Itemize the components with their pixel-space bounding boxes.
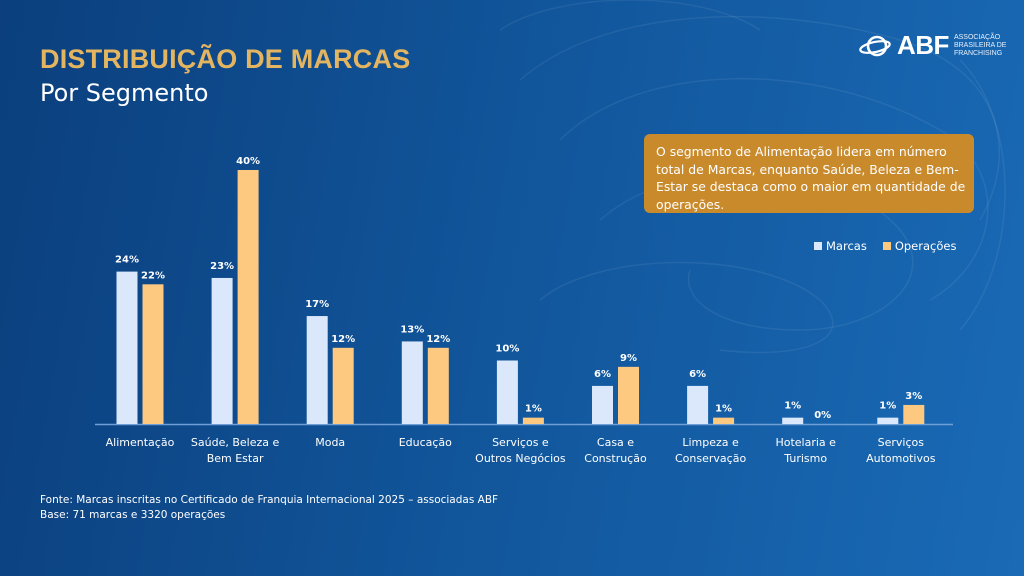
logo-subtitle-line: ASSOCIAÇÃO [953, 33, 1001, 41]
bar-marcas [592, 385, 613, 424]
bar-operaes [522, 417, 544, 424]
bar-marcas [401, 341, 423, 424]
legend-item-marcas: Marcas [814, 239, 867, 253]
footnote-source: Fonte: Marcas inscritas no Certificado d… [40, 494, 499, 506]
abf-logo: ABF ASSOCIAÇÃO BRASILEIRA DE FRANCHISING [858, 30, 1006, 61]
x-tick-label: Moda [315, 436, 345, 449]
logo-subtitle-line: FRANCHISING [953, 49, 1003, 57]
bar-operaes [332, 347, 354, 424]
page-title: DISTRIBUIÇÃO DE MARCAS [40, 44, 411, 74]
data-label-operaes: 3% [905, 391, 922, 402]
data-label-operaes: 1% [715, 404, 732, 415]
bar-marcas [687, 385, 709, 424]
x-tick-label: Educação [399, 436, 452, 449]
data-label-operaes: 40% [236, 156, 260, 167]
bar-marcas [782, 417, 804, 424]
x-tick-label: Limpeza e [682, 436, 739, 449]
bar-operaes [618, 366, 639, 424]
data-label-marcas: 1% [784, 401, 801, 412]
footnote-base: Base: 71 marcas e 3320 operações [40, 509, 226, 521]
bar-operaes [713, 417, 735, 424]
legend-label-marcas: Marcas [826, 239, 867, 253]
bar-marcas [211, 277, 233, 424]
data-label-marcas: 10% [495, 344, 519, 355]
data-label-operaes: 9% [620, 353, 637, 364]
legend-label-operacoes: Operações [894, 239, 957, 253]
footnote: Fonte: Marcas inscritas no Certificado d… [40, 493, 498, 523]
logo-subtitle-line: BRASILEIRA DE [953, 41, 1007, 49]
data-label-operaes: 22% [141, 270, 165, 281]
x-tick-label: Automotivos [866, 452, 936, 465]
data-label-marcas: 6% [689, 369, 706, 380]
x-tick-label: Outros Negócios [475, 452, 566, 465]
bar-operaes [427, 347, 449, 424]
bar-operaes [903, 404, 925, 424]
legend-swatch-operacoes [882, 242, 891, 250]
x-tick-label: Casa e [597, 436, 634, 449]
x-tick-label: Conservação [675, 452, 746, 465]
x-tick-label: Serviços e [492, 436, 549, 449]
data-label-marcas: 24% [115, 255, 139, 266]
bar-marcas [877, 417, 899, 424]
data-label-operaes: 12% [426, 334, 450, 345]
data-label-operaes: 1% [525, 404, 542, 415]
data-label-marcas: 17% [305, 299, 329, 310]
x-tick-label: Alimentação [106, 436, 175, 449]
bar-operaes [237, 170, 259, 424]
legend-swatch-marcas [814, 242, 822, 250]
data-label-marcas: 1% [879, 401, 896, 412]
x-tick-label: Serviços [878, 436, 925, 449]
data-label-marcas: 6% [594, 369, 611, 380]
page-subtitle: Por Segmento [40, 79, 209, 107]
logo-wordmark: ABF [897, 30, 949, 60]
x-tick-label: Bem Estar [207, 452, 264, 465]
x-tick-label: Turismo [783, 452, 827, 465]
insight-callout: O segmento de Alimentação lidera em núme… [644, 134, 974, 213]
legend-item-operacoes: Operações [882, 239, 957, 253]
data-label-marcas: 13% [400, 324, 424, 335]
data-label-operaes: 12% [331, 334, 355, 345]
data-label-operaes: 0% [814, 410, 831, 421]
x-tick-label: Saúde, Beleza e [191, 436, 280, 449]
bar-marcas [496, 360, 518, 424]
bar-operaes [142, 284, 164, 424]
insight-callout-text: O segmento de Alimentação lidera em núme… [656, 144, 966, 212]
bar-marcas [306, 316, 328, 424]
bar-marcas [116, 271, 138, 424]
globe-orbit-icon [859, 35, 891, 56]
data-label-marcas: 23% [210, 261, 234, 272]
logo-subtitle: ASSOCIAÇÃO BRASILEIRA DE FRANCHISING [954, 34, 1007, 58]
chart-legend: Marcas Operações [814, 239, 956, 253]
x-tick-label: Hotelaria e [775, 436, 836, 449]
x-tick-label: Construção [584, 452, 647, 465]
